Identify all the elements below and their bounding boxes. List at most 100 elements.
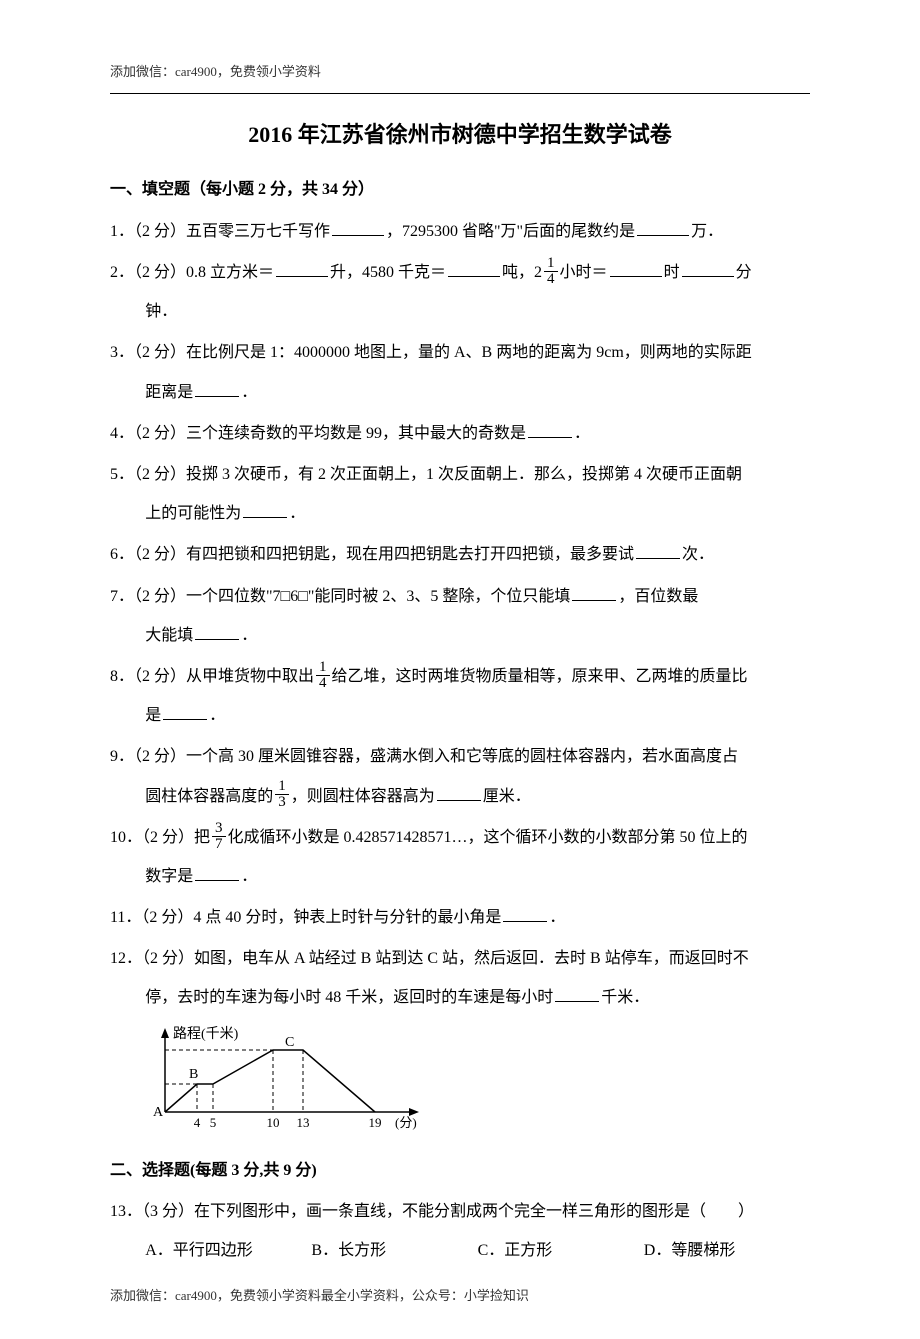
question-1: 1．（2 分）五百零三万七千写作，7295300 省略"万"后面的尾数约是万．	[110, 214, 810, 249]
header-note: 添加微信：car4900，免费领小学资料	[110, 60, 810, 85]
q10-mid: 化成循环小数是 0.428571428571…，这个循环小数的小数部分第 50 …	[228, 829, 748, 846]
frac-num: 1	[544, 256, 558, 272]
question-2: 2．（2 分）0.8 立方米＝ 升，4580 千克＝ 吨，214小时＝ 时 分	[110, 255, 810, 290]
header-divider	[110, 93, 810, 94]
blank	[448, 261, 500, 277]
question-6: 6．（2 分）有四把锁和四把钥匙，现在用四把钥匙去打开四把锁，最多要试 次．	[110, 537, 810, 572]
blank	[332, 220, 384, 236]
question-7: 7．（2 分）一个四位数"7□6□"能同时被 2、3、5 整除，个位只能填 ，百位…	[110, 579, 810, 614]
q13-choices: A．平行四边形 B．长方形 C．正方形 D．等腰梯形	[145, 1236, 810, 1266]
q5-line2-post: ．	[289, 505, 305, 522]
choice-A: A．平行四边形	[145, 1236, 311, 1266]
q6-post: 次．	[682, 546, 714, 563]
question-8: 8．（2 分）从甲堆货物中取出14给乙堆，这时两堆货物质量相等，原来甲、乙两堆的…	[110, 659, 810, 694]
question-9-cont: 圆柱体容器高度的13，则圆柱体容器高为厘米．	[110, 779, 810, 814]
q9-l2-pre: 圆柱体容器高度的	[145, 788, 273, 805]
q1-text-mid: ，7295300 省略"万"后面的尾数约是	[386, 223, 635, 240]
footer-note: 添加微信：car4900，免费领小学资料最全小学资料，公众号：小学捡知识	[110, 1284, 810, 1309]
x-tick: 4	[194, 1115, 201, 1130]
x-tick: 13	[297, 1115, 310, 1130]
frac-den: 7	[212, 837, 226, 852]
y-axis-label: 路程(千米)	[173, 1026, 239, 1042]
q10-l2-pre: 数字是	[145, 868, 193, 885]
fraction: 37	[212, 821, 226, 852]
q7-l1-post: ，百位数最	[618, 588, 698, 605]
q9-l2-mid: ，则圆柱体容器高为	[291, 788, 435, 805]
q3-line2-pre: 距离是	[145, 384, 193, 401]
question-5-cont: 上的可能性为 ．	[110, 496, 810, 531]
q2-mid1: 升，4580 千克＝	[330, 264, 446, 281]
q1-text-post: 万．	[691, 223, 723, 240]
blank	[163, 704, 207, 720]
question-9: 9．（2 分）一个高 30 厘米圆锥容器，盛满水倒入和它等底的圆柱体容器内，若水…	[110, 739, 810, 774]
point-B: B	[189, 1067, 198, 1082]
q11-pre: 11．（2 分）4 点 40 分时，钟表上时针与分针的最小角是	[110, 909, 501, 926]
question-12: 12．（2 分）如图，电车从 A 站经过 B 站到达 C 站，然后返回．去时 B…	[110, 941, 810, 976]
q11-post: ．	[549, 909, 565, 926]
blank	[195, 624, 239, 640]
question-11: 11．（2 分）4 点 40 分时，钟表上时针与分针的最小角是 ．	[110, 900, 810, 935]
question-4: 4．（2 分）三个连续奇数的平均数是 99，其中最大的奇数是 ．	[110, 416, 810, 451]
frac-num: 3	[212, 821, 226, 837]
page-title: 2016 年江苏省徐州市树德中学招生数学试卷	[110, 114, 810, 156]
q8-mid: 给乙堆，这时两堆货物质量相等，原来甲、乙两堆的质量比	[332, 668, 748, 685]
x-tick: 10	[267, 1115, 280, 1130]
fraction: 14	[544, 256, 558, 287]
q12-l2-post: 千米．	[601, 989, 649, 1006]
frac-den: 4	[316, 676, 330, 691]
q8-l2-pre: 是	[145, 707, 161, 724]
q4-pre: 4．（2 分）三个连续奇数的平均数是 99，其中最大的奇数是	[110, 425, 526, 442]
x-tick: 19	[369, 1115, 382, 1130]
q2-mid4: 时	[664, 264, 680, 281]
blank	[437, 785, 481, 801]
q12-l2-pre: 停，去时的车速为每小时 48 千米，返回时的车速是每小时	[145, 989, 553, 1006]
blank	[572, 585, 616, 601]
q4-post: ．	[574, 425, 590, 442]
question-2-cont: 钟．	[110, 294, 810, 329]
q7-l2-post: ．	[241, 627, 257, 644]
x-axis-label: (分)	[395, 1115, 417, 1130]
chart-svg: 路程(千米) 4 5 10 13 19 (分) A B C	[145, 1022, 445, 1137]
question-10-cont: 数字是．	[110, 859, 810, 894]
frac-num: 1	[275, 779, 289, 795]
section-2-heading: 二、选择题(每题 3 分,共 9 分)	[110, 1156, 810, 1186]
q7-l1-pre: 7．（2 分）一个四位数"7□6□"能同时被 2、3、5 整除，个位只能填	[110, 588, 570, 605]
point-A: A	[153, 1105, 164, 1120]
section-1-heading: 一、填空题（每小题 2 分，共 34 分）	[110, 175, 810, 205]
question-3-cont: 距离是 ．	[110, 375, 810, 410]
blank	[195, 381, 239, 397]
question-8-cont: 是．	[110, 698, 810, 733]
frac-den: 4	[544, 272, 558, 287]
question-12-cont: 停，去时的车速为每小时 48 千米，返回时的车速是每小时 千米．	[110, 980, 810, 1015]
q6-pre: 6．（2 分）有四把锁和四把钥匙，现在用四把钥匙去打开四把锁，最多要试	[110, 546, 634, 563]
q8-pre: 8．（2 分）从甲堆货物中取出	[110, 668, 314, 685]
q3-line2-post: ．	[241, 384, 257, 401]
question-7-cont: 大能填 ．	[110, 618, 810, 653]
choice-D: D．等腰梯形	[644, 1236, 810, 1266]
frac-den: 3	[275, 795, 289, 810]
q2-post: 分	[736, 264, 752, 281]
blank	[276, 261, 328, 277]
frac-num: 1	[316, 660, 330, 676]
blank	[610, 261, 662, 277]
question-10: 10．（2 分）把37化成循环小数是 0.428571428571…，这个循环小…	[110, 820, 810, 855]
q2-mid3: 小时＝	[560, 264, 608, 281]
choice-C: C．正方形	[478, 1236, 644, 1266]
blank	[636, 543, 680, 559]
blank	[528, 422, 572, 438]
q2-pre: 2．（2 分）0.8 立方米＝	[110, 264, 274, 281]
blank	[682, 261, 734, 277]
q12-figure: 路程(千米) 4 5 10 13 19 (分) A B C	[145, 1022, 810, 1148]
blank	[243, 502, 287, 518]
point-C: C	[285, 1035, 294, 1050]
question-13: 13．（3 分）在下列图形中，画一条直线，不能分割成两个完全一样三角形的图形是（…	[110, 1194, 810, 1229]
fraction: 14	[316, 660, 330, 691]
blank	[555, 986, 599, 1002]
q10-pre: 10．（2 分）把	[110, 829, 210, 846]
q7-l2-pre: 大能填	[145, 627, 193, 644]
question-3: 3．（2 分）在比例尺是 1：4000000 地图上，量的 A、B 两地的距离为…	[110, 335, 810, 370]
q2-mid2: 吨，2	[502, 264, 542, 281]
x-tick: 5	[210, 1115, 217, 1130]
q5-line2-pre: 上的可能性为	[145, 505, 241, 522]
blank	[637, 220, 689, 236]
